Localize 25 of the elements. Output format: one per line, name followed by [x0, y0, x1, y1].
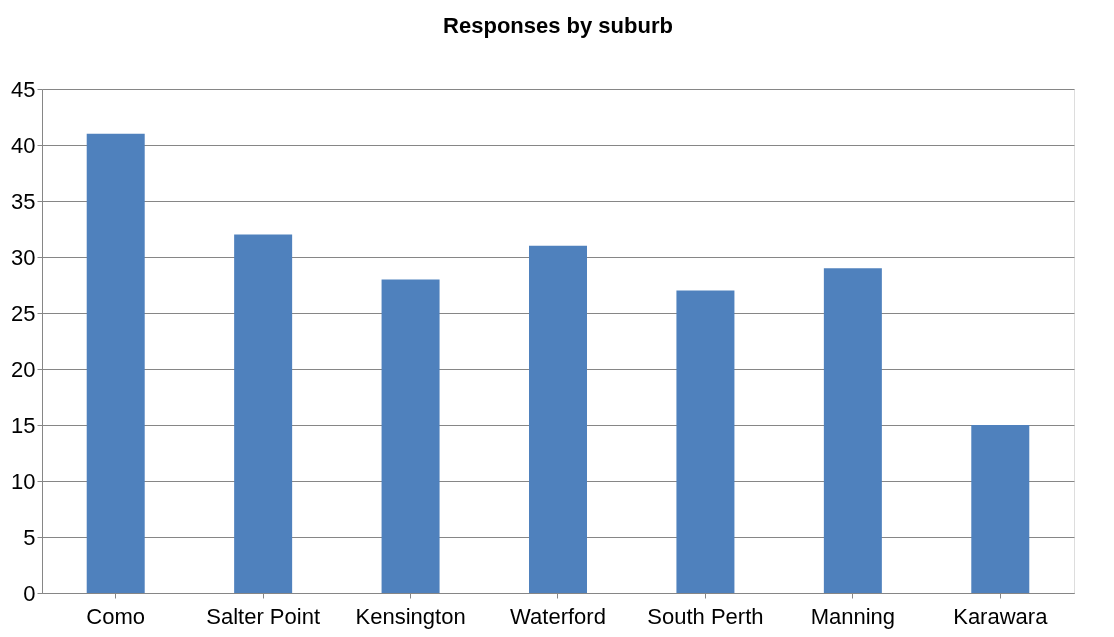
y-tick-label: 35 — [11, 188, 36, 214]
y-tick-label: 20 — [11, 356, 36, 382]
bar — [676, 290, 735, 593]
y-tick-label: 25 — [11, 300, 36, 326]
y-tick-label: 30 — [11, 244, 36, 270]
y-tick-label: 10 — [11, 468, 36, 494]
bar — [86, 133, 145, 593]
y-tick-label: 5 — [23, 524, 36, 550]
y-tick-label: 0 — [23, 580, 36, 606]
bar — [971, 425, 1030, 593]
bar — [381, 279, 440, 593]
x-tick-label: Waterford — [510, 603, 606, 629]
bar — [823, 268, 882, 593]
x-tick-label: Salter Point — [206, 603, 321, 629]
chart-title: Responses by suburb — [443, 13, 673, 38]
y-tick-label: 40 — [11, 132, 36, 158]
y-tick-label: 45 — [11, 76, 36, 102]
bar — [529, 245, 587, 593]
x-tick-label: Como — [86, 603, 146, 629]
y-tick-label: 15 — [11, 412, 36, 438]
x-tick-label: South Perth — [647, 603, 764, 629]
bar — [234, 234, 293, 593]
x-tick-label: Manning — [810, 603, 896, 629]
x-tick-label: Kensington — [355, 603, 466, 629]
x-tick-label: Karawara — [953, 603, 1049, 629]
